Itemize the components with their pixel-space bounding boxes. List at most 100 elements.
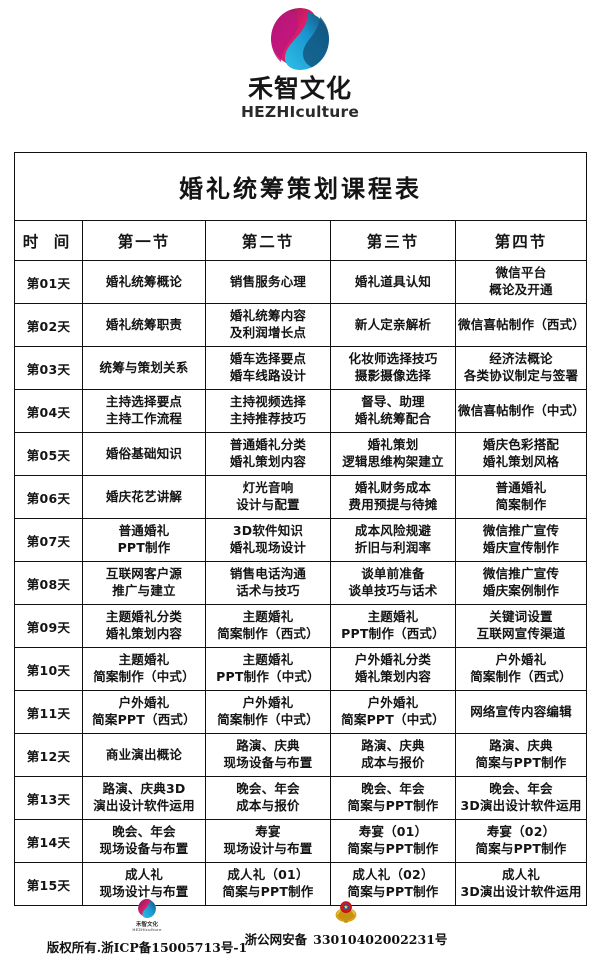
course-text-line: 户外婚礼 <box>118 695 170 711</box>
course-text-line: 经济法概论 <box>489 351 553 367</box>
course-cell-period-3: 寿宴（01） 简案与PPT制作 <box>330 819 456 863</box>
day-cell: 第13天 <box>14 776 83 820</box>
day-cell: 第05天 <box>14 432 83 476</box>
course-text-line: 简案制作（西式） <box>217 626 319 641</box>
course-text-line: 互联网宣传渠道 <box>476 626 566 641</box>
course-text-line: 简案与PPT制作 <box>347 841 439 856</box>
day-cell: 第04天 <box>14 389 83 433</box>
course-text-line: 成人礼（01） <box>227 867 309 883</box>
table-row: 第09天 主题婚礼分类 婚礼策划内容 主题婚礼 简案制作（西式） 主题婚礼 PPT制作（西式… <box>14 604 588 648</box>
course-text-line: 逻辑思维构架建立 <box>342 454 444 469</box>
course-text-line: 主持视频选择 <box>229 394 307 410</box>
course-text-line: 简案与PPT制作 <box>475 841 567 856</box>
course-text-line: 各类协议制定与签署 <box>463 368 579 383</box>
course-cell-period-1: 互联网客户源 推广与建立 <box>82 561 206 605</box>
course-cell-period-3: 成本风险规避 折旧与利润率 <box>330 518 456 562</box>
course-cell-period-4: 微信喜帖制作（中式） <box>454 389 588 433</box>
table-row: 第11天 户外婚礼 简案PPT（西式） 户外婚礼 简案制作（中式） 户外婚礼 简案PPT（中… <box>14 690 588 734</box>
column-header-time: 时 间 <box>14 220 83 261</box>
course-text-line: 晚会、年会 <box>236 781 300 797</box>
course-text-line: 普通婚礼分类 <box>229 437 307 453</box>
course-cell-period-3: 督导、助理 婚礼统筹配合 <box>330 389 456 433</box>
course-text-line: 晚会、年会 <box>489 781 553 797</box>
column-header-period-2: 第二节 <box>205 220 331 261</box>
course-cell-period-4: 微信推广宣传 婚庆案例制作 <box>454 561 588 605</box>
course-text-line: 主持推荐技巧 <box>229 411 307 426</box>
day-cell: 第02天 <box>14 303 83 347</box>
course-text-line: 新人定亲解析 <box>354 316 432 332</box>
course-text-line: 婚庆色彩搭配 <box>482 437 560 453</box>
course-text-line: 寿宴 <box>255 824 281 840</box>
course-text-line: 寿宴（02） <box>486 824 556 840</box>
course-cell-period-1: 统筹与策划关系 <box>82 346 206 390</box>
course-cell-period-4: 晚会、年会 3D演出设计软件运用 <box>454 776 588 820</box>
table-row: 第12天 商业演出概论 路演、庆典 现场设备与布置 路演、庆典 成本与报价 路演、庆典 简案与… <box>14 733 588 777</box>
day-cell: 第15天 <box>14 862 83 906</box>
course-text-line: 微信喜帖制作（西式） <box>458 316 586 332</box>
course-text-line: 婚俗基础知识 <box>105 445 183 461</box>
course-text-line: 婚礼现场设计 <box>229 540 307 555</box>
course-cell-period-4: 微信推广宣传 婚庆宣传制作 <box>454 518 588 562</box>
table-row: 第02天 婚礼统筹职责 婚礼统筹内容 及利润增长点 新人定亲解析 微信喜帖制作（西式） <box>14 303 588 347</box>
icp-license-text[interactable]: 版权所有.浙ICP备15005713号-1 <box>46 940 248 955</box>
course-text-line: PPT制作（中式） <box>216 669 320 684</box>
course-text-line: 演出设计软件运用 <box>93 798 195 813</box>
course-cell-period-4: 寿宴（02） 简案与PPT制作 <box>454 819 588 863</box>
police-filing-block: 浙公网安备 33010402002231号 <box>236 898 456 948</box>
course-text-line: 费用预提与待摊 <box>348 497 438 512</box>
table-row: 第08天 互联网客户源 推广与建立 销售电话沟通 话术与技巧 谈单前准备 谈单技巧与话术 微信… <box>14 561 588 605</box>
course-text-line: 成本与报价 <box>236 798 300 813</box>
course-cell-period-3: 成人礼（02） 简案与PPT制作 <box>330 862 456 906</box>
column-header-period-4: 第四节 <box>454 220 588 261</box>
course-text-line: 主题婚礼 <box>367 609 419 625</box>
day-cell: 第09天 <box>14 604 83 648</box>
course-cell-period-1: 晚会、年会 现场设备与布置 <box>82 819 206 863</box>
course-text-line: 3D演出设计软件运用 <box>460 884 582 899</box>
course-cell-period-1: 主题婚礼分类 婚礼策划内容 <box>82 604 206 648</box>
course-text-line: 简案与PPT制作 <box>347 884 439 899</box>
course-text-line: 互联网客户源 <box>105 566 183 582</box>
course-text-line: 摄影摄像选择 <box>354 368 432 383</box>
course-text-line: 婚车选择要点 <box>229 351 307 367</box>
table-title-row: 婚礼统筹策划课程表 <box>13 152 588 221</box>
course-cell-period-2: 户外婚礼 简案制作（中式） <box>205 690 331 734</box>
course-cell-period-2: 婚礼统筹内容 及利润增长点 <box>205 303 331 347</box>
course-text-line: PPT制作（西式） <box>341 626 445 641</box>
police-filing-label: 浙公网安备 <box>244 932 308 947</box>
course-text-line: 微信推广宣传 <box>482 523 560 539</box>
table-row: 第10天 主题婚礼 简案制作（中式） 主题婚礼 PPT制作（中式） 户外婚礼分类 婚礼策划内… <box>14 647 588 691</box>
course-text-line: 化妆师选择技巧 <box>348 351 438 367</box>
course-text-line: 婚礼策划风格 <box>482 454 560 469</box>
police-filing-text[interactable]: 浙公网安备 33010402002231号 <box>245 929 448 948</box>
table-row: 第01天 婚礼统筹概论 销售服务心理 婚礼道具认知 微信平台 概论及开通 <box>14 260 588 304</box>
course-cell-period-1: 婚俗基础知识 <box>82 432 206 476</box>
course-text-line: 简案与PPT制作 <box>222 884 314 899</box>
course-cell-period-4: 成人礼 3D演出设计软件运用 <box>454 862 588 906</box>
course-cell-period-4: 路演、庆典 简案与PPT制作 <box>454 733 588 777</box>
day-cell: 第03天 <box>14 346 83 390</box>
course-text-line: 主持选择要点 <box>105 394 183 410</box>
course-text-line: 户外婚礼 <box>367 695 419 711</box>
course-text-line: 销售服务心理 <box>229 273 307 289</box>
course-text-line: 婚礼策划内容 <box>105 626 183 641</box>
course-text-line: 婚庆案例制作 <box>482 583 560 598</box>
course-text-line: 话术与技巧 <box>236 583 300 598</box>
course-text-line: 商业演出概论 <box>105 746 183 762</box>
course-cell-period-1: 主题婚礼 简案制作（中式） <box>82 647 206 691</box>
copyright-block: 禾智文化 HEZHIculture 版权所有.浙ICP备15005713号-1 <box>22 898 272 956</box>
course-text-line: 寿宴（01） <box>358 824 428 840</box>
course-cell-period-2: 销售服务心理 <box>205 260 331 304</box>
course-text-line: 户外婚礼 <box>495 652 547 668</box>
course-text-line: 谈单技巧与话术 <box>348 583 438 598</box>
course-cell-period-4: 户外婚礼 简案制作（西式） <box>454 647 588 691</box>
table-row: 第06天 婚庆花艺讲解 灯光音响 设计与配置 婚礼财务成本 费用预提与待摊 普通婚礼 简案制作 <box>14 475 588 519</box>
course-cell-period-1: 婚庆花艺讲解 <box>82 475 206 519</box>
course-text-line: 主题婚礼 <box>242 609 294 625</box>
course-cell-period-1: 主持选择要点 主持工作流程 <box>82 389 206 433</box>
course-cell-period-3: 新人定亲解析 <box>330 303 456 347</box>
course-cell-period-4: 经济法概论 各类协议制定与签署 <box>454 346 588 390</box>
footer-brand-cn: 禾智文化 <box>135 922 158 928</box>
course-text-line: 婚礼统筹内容 <box>229 308 307 324</box>
course-cell-period-2: 灯光音响 设计与配置 <box>205 475 331 519</box>
course-text-line: 灯光音响 <box>242 480 294 496</box>
